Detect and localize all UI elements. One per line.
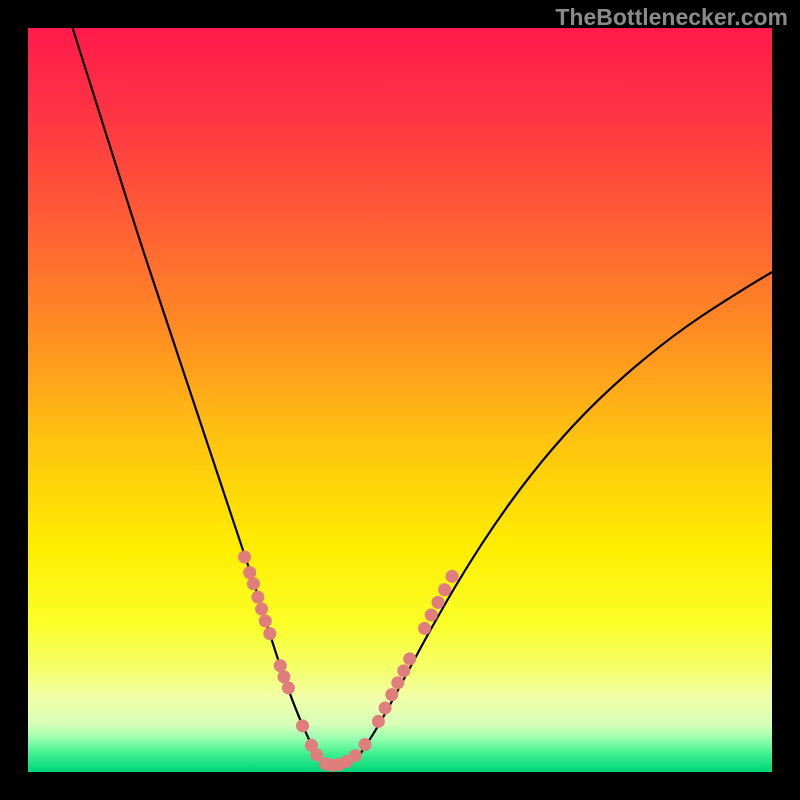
data-dots <box>28 28 772 772</box>
data-dot <box>259 614 272 627</box>
data-dot <box>296 719 309 732</box>
data-dot <box>247 577 260 590</box>
data-dot <box>372 715 385 728</box>
data-dot <box>255 603 268 616</box>
data-dot <box>251 591 264 604</box>
plot-area <box>28 28 772 772</box>
data-dot <box>403 652 416 665</box>
data-dot <box>263 627 276 640</box>
data-dot <box>379 702 392 715</box>
watermark-text: TheBottlenecker.com <box>555 4 788 31</box>
data-dot <box>438 583 451 596</box>
data-dot <box>391 676 404 689</box>
data-dot <box>431 596 444 609</box>
data-dot <box>359 738 372 751</box>
data-dot <box>274 659 287 672</box>
data-dot <box>277 670 290 683</box>
data-dot <box>425 609 438 622</box>
data-dot <box>243 566 256 579</box>
data-dot <box>418 622 431 635</box>
data-dot <box>282 681 295 694</box>
data-dot <box>349 749 362 762</box>
data-dot <box>397 664 410 677</box>
data-dot <box>446 570 459 583</box>
data-dot <box>385 688 398 701</box>
data-dot <box>238 550 251 563</box>
